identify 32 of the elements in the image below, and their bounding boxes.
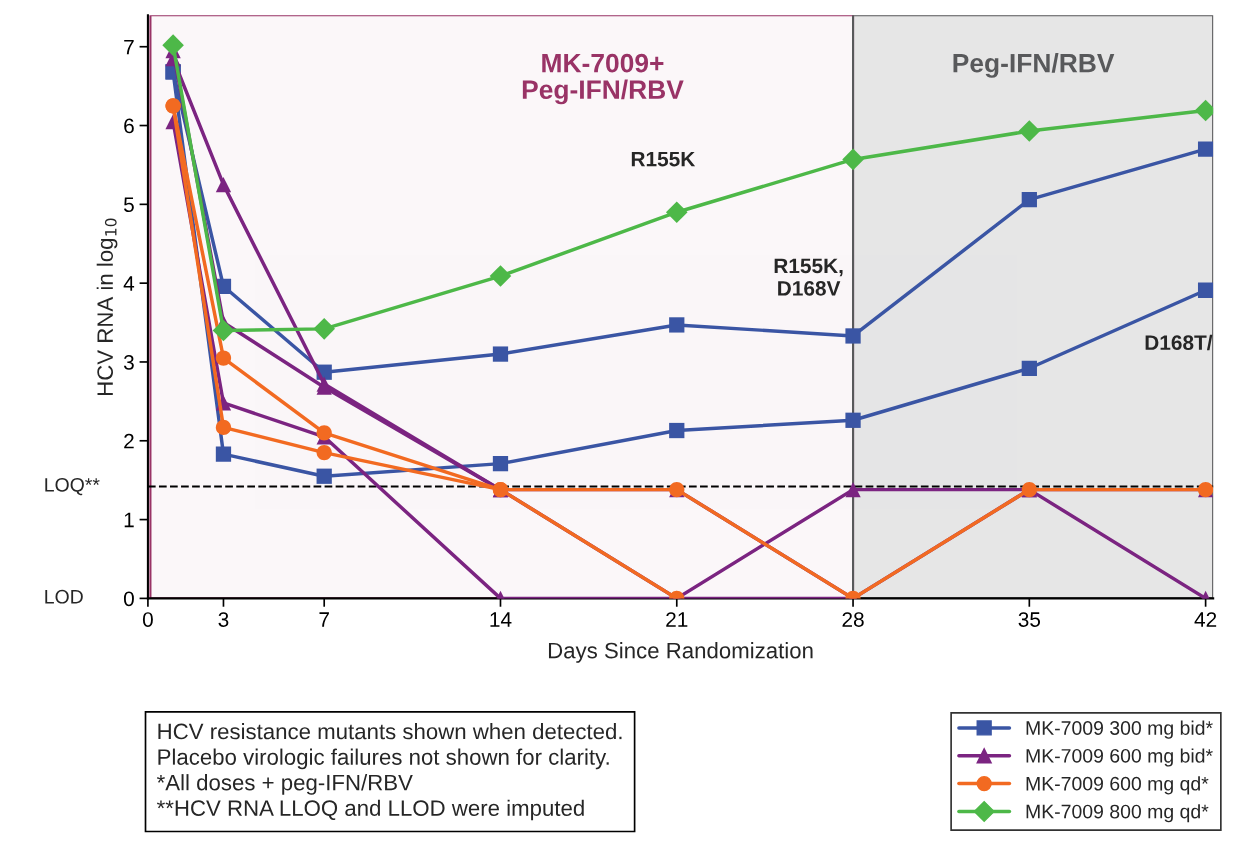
- x-tick-label: 3: [218, 612, 229, 627]
- legend-label: MK-7009 800 mg qd*: [1026, 804, 1209, 823]
- x-tick-label: 35: [1018, 612, 1041, 627]
- y-tick-label: 5: [123, 197, 134, 213]
- y-tick-label: 7: [124, 39, 134, 55]
- y-axis-title: HCV RNA in log$_{10}$: [96, 218, 118, 395]
- ref-line-label: LOQ**: [45, 477, 100, 496]
- x-tick-label: 7: [319, 612, 329, 627]
- y-tick-label: 4: [123, 276, 135, 291]
- text: **HCV RNA LLOQ and LLOD were imputed: [156, 799, 584, 821]
- legend-label: MK-7009 600 mg qd*: [1026, 776, 1209, 795]
- text: *All doses + peg-IFN/RBV: [156, 774, 413, 795]
- x-tick-label: 21: [666, 612, 688, 627]
- annotation: R155K: [631, 151, 696, 167]
- legend-label: MK-7009 300 mg bid*: [1026, 720, 1213, 739]
- band-label: MK-7009+ Peg-IFN/RBV: [522, 53, 684, 105]
- text: HCV resistance mutants shown when detected.: [158, 723, 622, 740]
- band-label: Peg-IFN/RBV: [953, 53, 1115, 78]
- y-tick-label: 6: [124, 118, 134, 134]
- x-tick-label: 28: [842, 612, 864, 627]
- y-tick-label: 1: [124, 512, 134, 528]
- x-axis-title: Days Since Randomization: [548, 642, 813, 663]
- y-tick-label: 3: [123, 354, 134, 370]
- legend-label: MK-7009 600 mg bid*: [1026, 748, 1213, 767]
- x-tick-label: 42: [1194, 612, 1217, 627]
- annotation: R155K, D168V: [774, 258, 843, 296]
- text: LOD: [45, 589, 83, 604]
- y-tick-label: 0: [123, 591, 134, 607]
- y-tick-label: 2: [124, 433, 134, 449]
- text: Placebo virologic failures not shown for clarity.: [158, 748, 609, 770]
- x-tick-label: 14: [490, 612, 512, 627]
- x-tick-label: 0: [142, 612, 153, 627]
